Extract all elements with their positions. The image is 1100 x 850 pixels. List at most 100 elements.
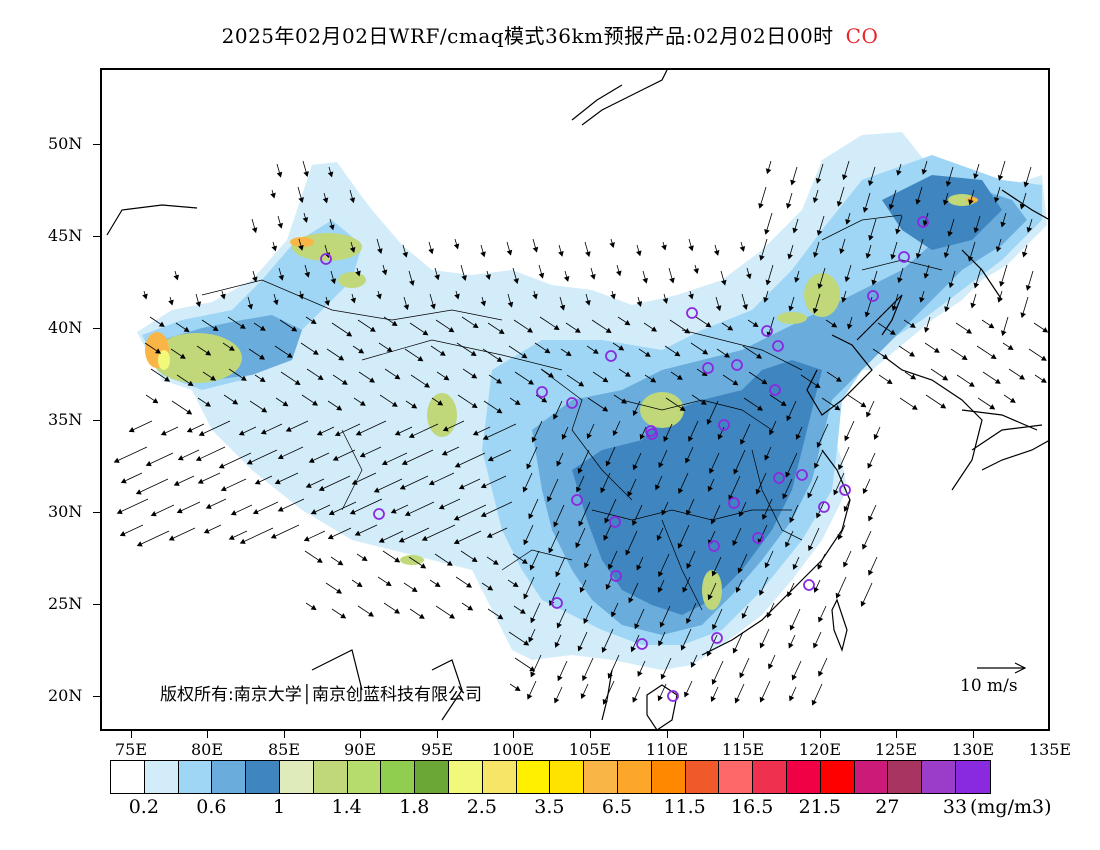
colorbar-swatch [482, 761, 517, 793]
wind-arrow-head [700, 399, 707, 405]
wind-arrow-head [764, 454, 770, 461]
wind-arrow-head [765, 279, 772, 286]
lat-label: 45N [48, 226, 83, 245]
wind-arrow-head [532, 293, 538, 300]
wind-arrow-head [669, 277, 675, 284]
wind-arrow [409, 423, 439, 438]
wind-arrow-head [710, 518, 716, 525]
colorbar-swatch [415, 761, 449, 793]
wind-arrow-head [532, 246, 539, 253]
wind-arrow-head [792, 227, 798, 234]
wind-arrow-head [834, 404, 841, 411]
wind-arrow-head [789, 695, 795, 702]
wind-arrow-head [449, 613, 455, 619]
wind-arrow-head [759, 696, 765, 703]
wind-arrow-head [844, 276, 851, 283]
wind-arrow-head [660, 673, 666, 680]
wind-arrow-head [989, 404, 996, 410]
wind-arrow-head [841, 296, 847, 303]
wind-arrow-head [873, 433, 879, 440]
wind-arrow-head [417, 355, 424, 362]
wind-arrow-head [888, 203, 895, 210]
wind-arrow-head [948, 282, 955, 289]
colorbar-label: 3.5 [534, 796, 565, 818]
wind-arrow-head [715, 305, 722, 312]
lon-tick [590, 731, 591, 738]
wind-arrow-head [480, 251, 486, 258]
lon-tick [360, 731, 361, 738]
wind-arrow-head [910, 374, 917, 380]
wind-arrow [253, 501, 279, 514]
wind-arrow-head [601, 646, 607, 653]
wind-arrow-head [737, 567, 743, 574]
wind-arrow-head [837, 534, 843, 541]
wind-arrow-head [1022, 251, 1028, 258]
wind-arrow-head [682, 586, 688, 593]
wind-arrow-head [239, 323, 246, 329]
wind-arrow-head [394, 373, 401, 380]
wind-arrow-head [791, 674, 797, 681]
wind-arrow-head [411, 403, 418, 409]
wind-arrow-head [116, 508, 123, 514]
wind-arrow-head [399, 484, 406, 490]
wind-arrow-head [530, 671, 536, 678]
wind-arrow-head [556, 460, 562, 467]
wind-arrow-head [585, 299, 591, 306]
wind-arrow-head [590, 273, 596, 280]
wind-arrow-head [762, 513, 768, 520]
wind-arrow-head [527, 693, 533, 700]
wind-arrow [356, 420, 387, 436]
wind-arrow-head [717, 433, 723, 440]
lat-tick [93, 420, 101, 421]
wind-arrow-head [260, 429, 267, 435]
wind-arrow-head [909, 351, 915, 357]
wind-arrow-head [787, 253, 793, 260]
wind-arrow-head [680, 644, 686, 651]
wind-arrow-head [741, 612, 747, 619]
wind-arrow-head [702, 349, 709, 355]
colorbar-label: 33 [942, 796, 968, 818]
wind-arrow-head [563, 276, 570, 282]
wind-arrow-head [496, 407, 503, 414]
wind-arrow-head [943, 252, 950, 259]
wind-arrow-head [740, 438, 746, 445]
wind-arrow-head [814, 462, 820, 469]
wind-arrow [402, 449, 434, 465]
wind-arrow-head [271, 245, 278, 252]
wind-arrow-head [361, 555, 368, 562]
colorbar-label: 6.5 [601, 796, 633, 818]
wind-arrow-head [769, 429, 775, 436]
wind-arrow-head [480, 511, 487, 517]
wind-arrow-head [816, 229, 823, 236]
wind-arrow-head [523, 640, 530, 646]
wind-arrow-head [868, 569, 874, 576]
wind-arrow-head [401, 459, 408, 465]
wind-arrow-head [658, 571, 664, 578]
wind-arrow-head [411, 586, 418, 593]
wind-arrow-head [270, 192, 276, 199]
wind-arrow-head [514, 399, 521, 406]
lon-tick [131, 731, 132, 738]
lon-label: 80E [190, 740, 224, 759]
wind-arrow-head [973, 173, 979, 180]
wind-arrow [221, 478, 247, 491]
wind-arrow [429, 472, 455, 485]
wind-arrow-head [210, 375, 216, 381]
wind-arrow-head [349, 247, 356, 253]
wind-arrow-head [990, 353, 997, 360]
wind-arrow-head [218, 463, 225, 469]
wind-arrow-head [461, 275, 467, 281]
wind-arrow-head [602, 376, 609, 383]
wind-arrow-head [513, 278, 519, 284]
wind-arrow-head [794, 276, 800, 283]
lat-label: 50N [48, 134, 83, 153]
wind-arrow-head [120, 478, 127, 484]
wind-arrow-head [220, 485, 227, 492]
wind-arrow-head [999, 280, 1005, 287]
wind-arrow-head [686, 617, 692, 624]
wind-arrow-head [838, 464, 844, 471]
wind-arrow-head [817, 283, 823, 290]
wind-arrow-head [168, 299, 174, 306]
wind-arrow-head [252, 276, 258, 283]
wind-arrow-head [627, 491, 633, 497]
